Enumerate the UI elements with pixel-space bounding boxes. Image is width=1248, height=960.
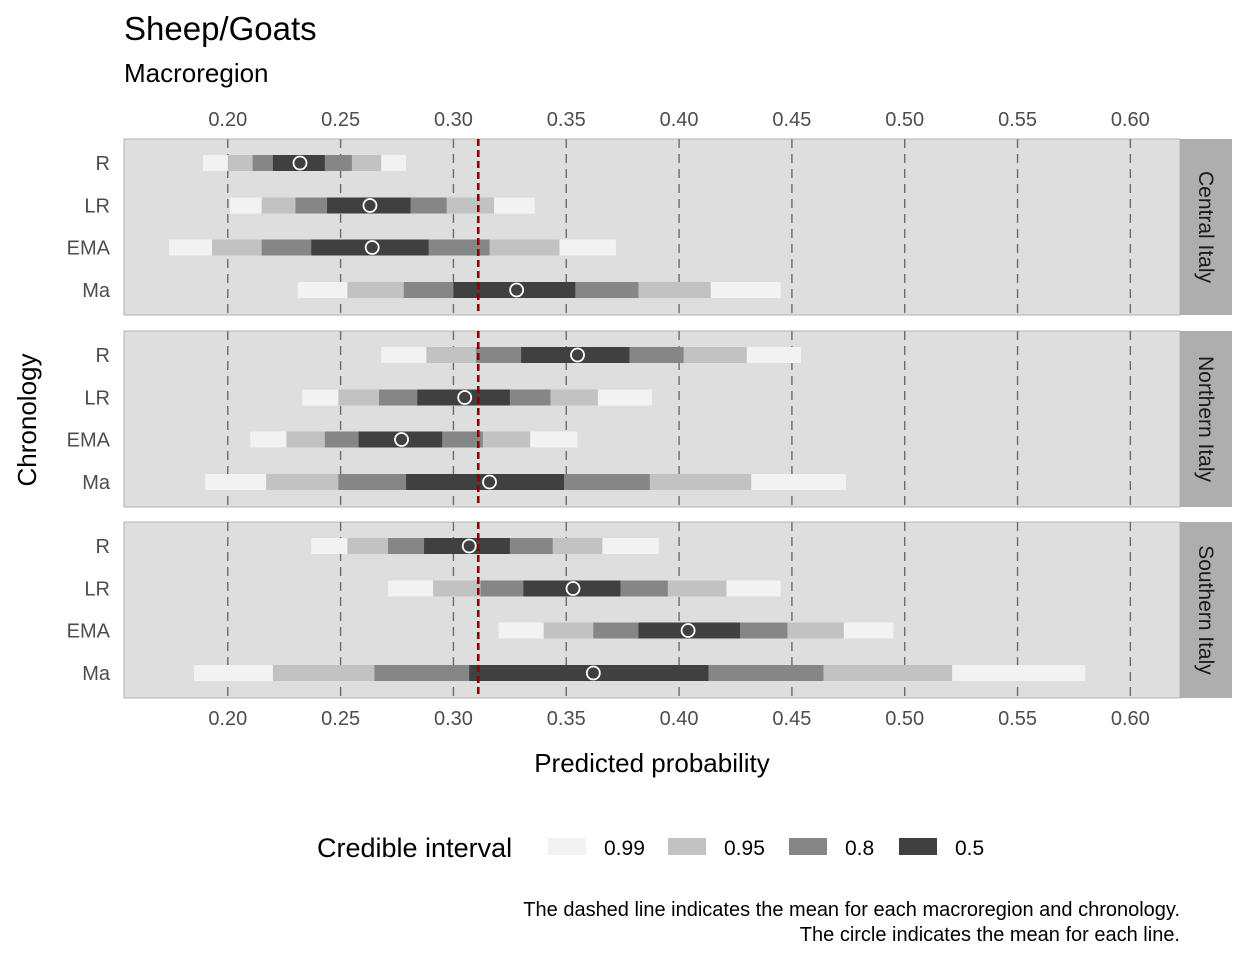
x-tick-label-top: 0.45 [772, 109, 811, 131]
x-tick-label-top: 0.25 [321, 109, 360, 131]
legend: Credible interval 0.99 0.95 0.8 0.5 [317, 833, 984, 863]
legend-key-0.8 [789, 838, 827, 855]
mean-point [364, 240, 380, 255]
caption-line-1: The dashed line indicates the mean for e… [523, 899, 1180, 921]
x-tick-label-top: 0.30 [434, 109, 473, 131]
y-tick-label: EMA [67, 238, 111, 260]
x-tick-label-top: 0.55 [998, 109, 1037, 131]
y-tick-label: R [96, 536, 110, 558]
facet-strip [1180, 139, 1232, 315]
mean-point [362, 198, 378, 213]
legend-label: 0.95 [724, 837, 765, 860]
facet-panel: R LR EMA Ma Southern Italy [67, 521, 1232, 699]
legend-label: 0.5 [955, 837, 984, 860]
legend-key-0.5 [899, 838, 937, 855]
x-tick-label-bottom: 0.35 [547, 708, 586, 730]
x-tick-label-top: 0.35 [547, 109, 586, 131]
x-tick-label-bottom: 0.60 [1111, 708, 1150, 730]
facet-strip-label: Southern Italy [1194, 545, 1217, 675]
x-tick-label-bottom: 0.20 [208, 708, 247, 730]
y-tick-label: R [96, 153, 110, 175]
y-tick-label: LR [84, 196, 110, 218]
x-tick-label-bottom: 0.45 [772, 708, 811, 730]
legend-key-0.95 [668, 838, 706, 855]
mean-point [394, 432, 409, 447]
chart-title: Sheep/Goats [124, 10, 317, 47]
y-tick-label: R [96, 345, 110, 367]
facet-panel: R LR EMA Ma Central Italy [67, 138, 1232, 316]
y-tick-label: LR [84, 388, 110, 410]
mean-point [482, 474, 497, 490]
caption-line-2: The circle indicates the mean for each l… [800, 924, 1180, 946]
bottom-x-axis: 0.20 0.25 0.30 0.35 0.40 0.45 0.50 0.55 0.60 [208, 708, 1150, 730]
x-tick-label-bottom: 0.50 [885, 708, 924, 730]
chart-subtitle: Macroregion [124, 58, 269, 88]
y-tick-label: Ma [82, 472, 111, 494]
legend-title: Credible interval [317, 833, 512, 863]
mean-point [565, 581, 581, 596]
facet-panel: R LR EMA Ma Northern Italy [67, 330, 1232, 508]
legend-key-0.99 [548, 838, 586, 855]
x-tick-label-bottom: 0.30 [434, 708, 473, 730]
y-axis-title: Chronology [12, 354, 42, 487]
facet-strip-label: Central Italy [1194, 171, 1217, 284]
mean-point [570, 347, 585, 363]
legend-label: 0.8 [845, 837, 874, 860]
x-tick-label-top: 0.50 [885, 109, 924, 131]
x-tick-label-top: 0.40 [660, 109, 699, 131]
x-tick-label-bottom: 0.25 [321, 708, 360, 730]
top-x-axis: 0.20 0.25 0.30 0.35 0.40 0.45 0.50 0.55 0.60 [208, 109, 1150, 131]
y-tick-label: LR [84, 579, 110, 601]
legend-label: 0.99 [604, 837, 645, 860]
facet-strip-label: Northern Italy [1194, 356, 1217, 483]
facet-strip [1180, 331, 1232, 507]
mean-point [680, 623, 696, 638]
mean-point [585, 665, 601, 681]
y-tick-label: Ma [82, 663, 111, 685]
mean-point [292, 155, 308, 171]
x-axis-title: Predicted probability [534, 748, 770, 778]
facet-strip [1180, 522, 1232, 698]
y-tick-label: EMA [67, 621, 111, 643]
x-tick-label-bottom: 0.55 [998, 708, 1037, 730]
mean-point [461, 538, 477, 554]
mean-point [509, 282, 525, 298]
x-tick-label-bottom: 0.40 [660, 708, 699, 730]
x-tick-label-top: 0.60 [1111, 109, 1150, 131]
facet-panels: R LR EMA Ma Central Italy R LR EMA Ma Northern It… [67, 138, 1232, 699]
mean-point [457, 390, 473, 405]
x-tick-label-top: 0.20 [208, 109, 247, 131]
y-tick-label: EMA [67, 430, 111, 452]
y-tick-label: Ma [82, 280, 111, 302]
